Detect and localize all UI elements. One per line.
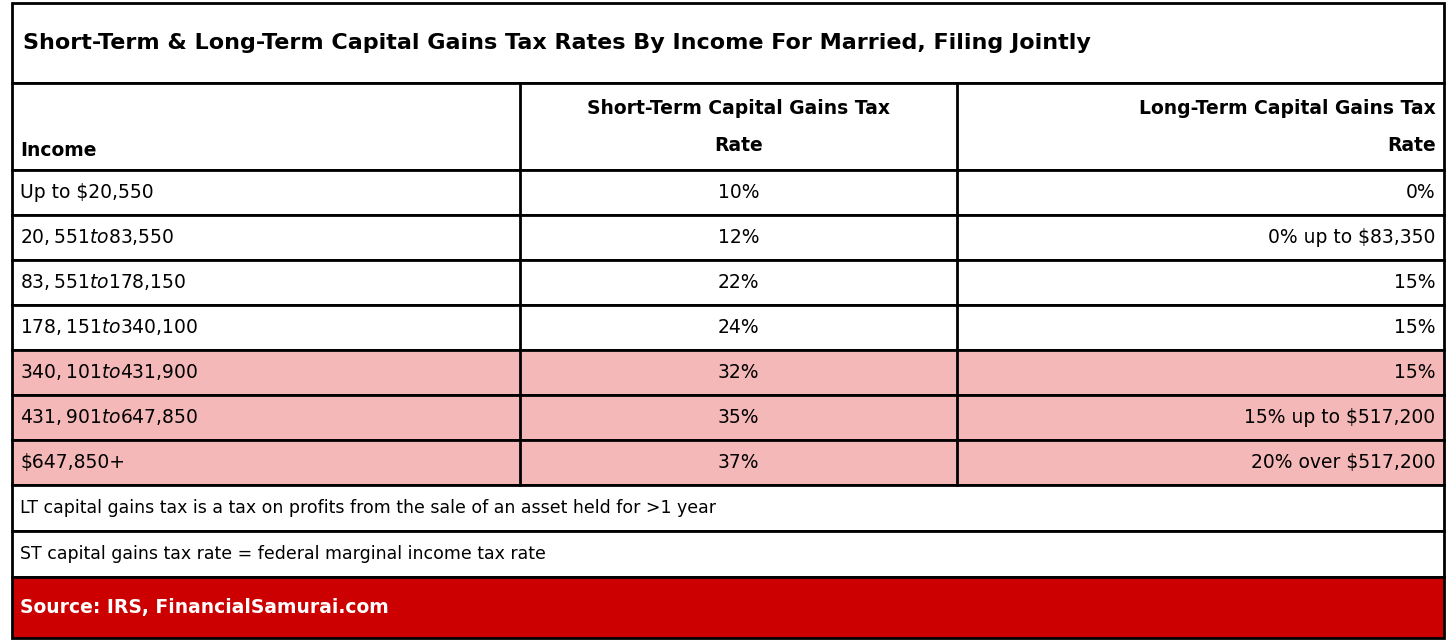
- Bar: [12, 260, 1444, 304]
- Text: 32%: 32%: [718, 363, 760, 381]
- Bar: [12, 215, 1444, 260]
- Bar: [12, 83, 1444, 170]
- Text: 35%: 35%: [718, 408, 760, 427]
- Text: $647,850+: $647,850+: [20, 453, 125, 472]
- Text: 0% up to $83,350: 0% up to $83,350: [1268, 228, 1436, 247]
- Bar: [12, 3, 1444, 83]
- Text: 20% over $517,200: 20% over $517,200: [1251, 453, 1436, 472]
- Text: 15% up to $517,200: 15% up to $517,200: [1245, 408, 1436, 427]
- Text: LT capital gains tax is a tax on profits from the sale of an asset held for >1 y: LT capital gains tax is a tax on profits…: [20, 499, 716, 517]
- Text: 10%: 10%: [718, 183, 760, 202]
- Text: $178,151 to $340,100: $178,151 to $340,100: [20, 317, 198, 337]
- Bar: [12, 440, 1444, 485]
- Text: Short-Term & Long-Term Capital Gains Tax Rates By Income For Married, Filing Joi: Short-Term & Long-Term Capital Gains Tax…: [23, 33, 1091, 53]
- Text: 24%: 24%: [718, 318, 760, 337]
- Text: Rate: Rate: [715, 136, 763, 154]
- Text: 12%: 12%: [718, 228, 760, 247]
- Bar: [12, 395, 1444, 440]
- Text: 15%: 15%: [1393, 318, 1436, 337]
- Text: ST capital gains tax rate = federal marginal income tax rate: ST capital gains tax rate = federal marg…: [20, 545, 546, 563]
- Bar: [12, 170, 1444, 215]
- Text: 15%: 15%: [1393, 363, 1436, 381]
- Bar: [12, 531, 1444, 577]
- Text: $431,901 to $647,850: $431,901 to $647,850: [20, 407, 198, 427]
- Bar: [12, 577, 1444, 638]
- Text: $20,551 to $83,550: $20,551 to $83,550: [20, 228, 175, 247]
- Text: $340,101 to $431,900: $340,101 to $431,900: [20, 362, 198, 382]
- Text: 37%: 37%: [718, 453, 760, 472]
- Text: $83,551 to $178,150: $83,551 to $178,150: [20, 272, 186, 292]
- Text: Long-Term Capital Gains Tax: Long-Term Capital Gains Tax: [1139, 99, 1436, 118]
- Bar: [12, 350, 1444, 395]
- Text: Source: IRS, FinancialSamurai.com: Source: IRS, FinancialSamurai.com: [20, 598, 389, 617]
- Text: Rate: Rate: [1388, 136, 1436, 154]
- Text: Income: Income: [20, 140, 98, 160]
- Text: Short-Term Capital Gains Tax: Short-Term Capital Gains Tax: [587, 99, 890, 118]
- Text: 0%: 0%: [1406, 183, 1436, 202]
- Bar: [12, 304, 1444, 350]
- Bar: [12, 485, 1444, 531]
- Text: 15%: 15%: [1393, 273, 1436, 292]
- Text: Up to $20,550: Up to $20,550: [20, 183, 154, 202]
- Text: 22%: 22%: [718, 273, 760, 292]
